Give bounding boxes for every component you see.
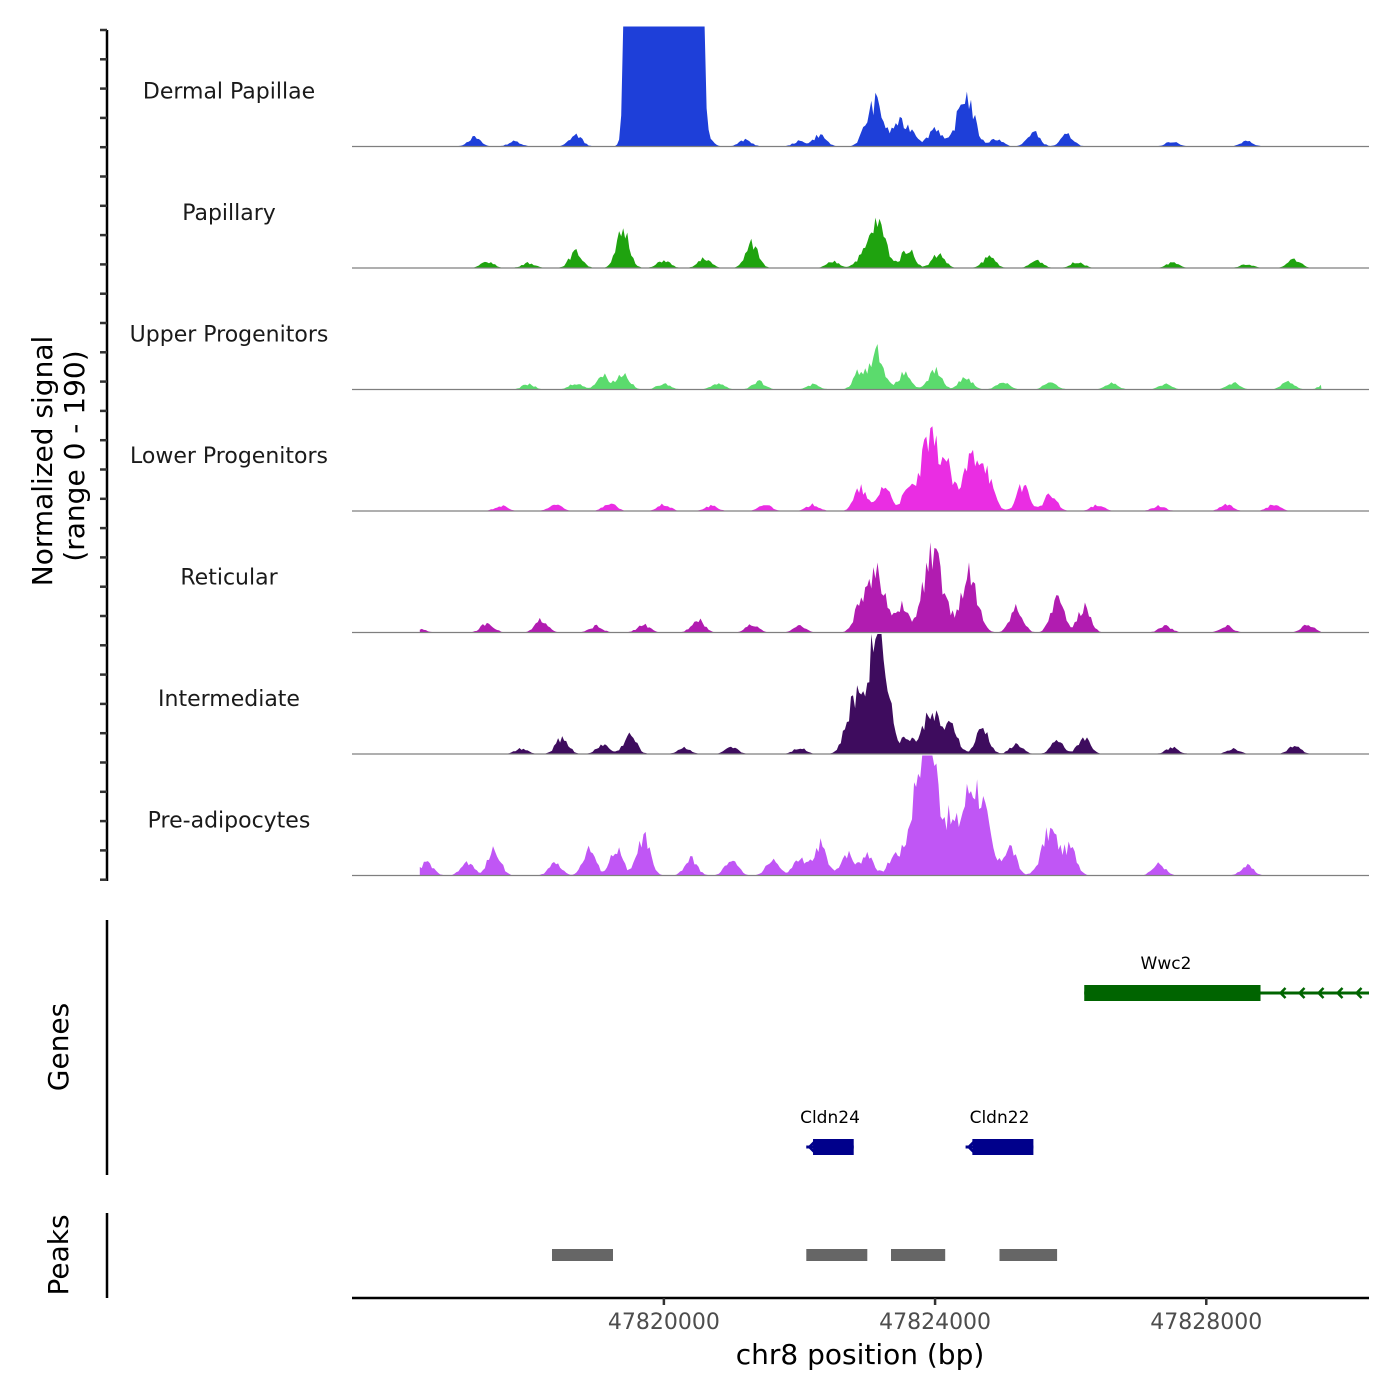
gene-label: Wwc2 bbox=[1141, 954, 1192, 974]
track-label: Lower Progenitors bbox=[130, 444, 328, 469]
signal-area bbox=[419, 755, 1322, 876]
y-axis-title-line2: (range 0 - 190) bbox=[58, 350, 91, 561]
track-label: Papillary bbox=[182, 201, 276, 226]
strand-arrow bbox=[1297, 987, 1306, 999]
peaks-axis-title: Peaks bbox=[42, 1214, 75, 1295]
track-label: Intermediate bbox=[158, 687, 300, 712]
x-axis-title: chr8 position (bp) bbox=[736, 1338, 985, 1371]
gene-label: Cldn22 bbox=[970, 1108, 1030, 1128]
peak-region bbox=[999, 1249, 1058, 1261]
track-label: Reticular bbox=[180, 566, 278, 591]
x-tick-label: 47824000 bbox=[879, 1310, 991, 1335]
signal-area bbox=[419, 217, 1322, 268]
gene-cldn24: Cldn24 bbox=[800, 1108, 860, 1155]
track-intermediate: Intermediate bbox=[158, 634, 1369, 755]
strand-arrow bbox=[1278, 987, 1287, 999]
gene-cldn22: Cldn22 bbox=[965, 1108, 1034, 1155]
gene-exon bbox=[1084, 985, 1261, 1001]
signal-area bbox=[419, 634, 1322, 754]
track-pre-adipocytes: Pre-adipocytes bbox=[148, 755, 1369, 877]
peak-region bbox=[552, 1249, 613, 1261]
strand-arrow bbox=[807, 1141, 816, 1153]
track-dermal-papillae: Dermal Papillae bbox=[143, 26, 1369, 148]
signal-area bbox=[419, 344, 1322, 390]
track-label: Pre-adipocytes bbox=[148, 809, 311, 834]
track-reticular: Reticular bbox=[180, 542, 1369, 634]
strand-arrow bbox=[966, 1141, 975, 1153]
x-tick-label: 47828000 bbox=[1150, 1310, 1262, 1335]
peak-track bbox=[552, 1249, 1058, 1261]
gene-exon bbox=[813, 1139, 854, 1155]
signal-area bbox=[419, 542, 1322, 633]
track-upper-progenitors: Upper Progenitors bbox=[130, 323, 1369, 391]
x-axis-ticks: 47820000 47824000 47828000 bbox=[608, 1298, 1262, 1335]
gene-wwc2: Wwc2 bbox=[1084, 954, 1369, 1001]
track-lower-progenitors: Lower Progenitors bbox=[130, 426, 1369, 512]
strand-arrow bbox=[1354, 987, 1363, 999]
gene-exon bbox=[972, 1139, 1034, 1155]
genes-axis-title: Genes bbox=[42, 1003, 75, 1091]
track-label: Upper Progenitors bbox=[130, 323, 329, 348]
strand-arrow bbox=[1335, 987, 1344, 999]
signal-area bbox=[419, 26, 1322, 147]
signal-y-ticks bbox=[100, 28, 107, 881]
gene-label: Cldn24 bbox=[800, 1108, 860, 1128]
peak-region bbox=[891, 1249, 946, 1261]
track-papillary: Papillary bbox=[182, 201, 1369, 269]
signal-area bbox=[419, 426, 1322, 511]
gene-track: Wwc2 Cldn24 Cldn22 bbox=[800, 954, 1369, 1155]
peak-region bbox=[806, 1249, 868, 1261]
strand-arrow bbox=[1316, 987, 1325, 999]
signal-tracks: Dermal Papillae Papillary Upper Progenitor… bbox=[130, 26, 1369, 877]
x-tick-label: 47820000 bbox=[608, 1310, 720, 1335]
y-axis-title-line1: Normalized signal bbox=[26, 336, 59, 587]
track-label: Dermal Papillae bbox=[143, 80, 315, 105]
